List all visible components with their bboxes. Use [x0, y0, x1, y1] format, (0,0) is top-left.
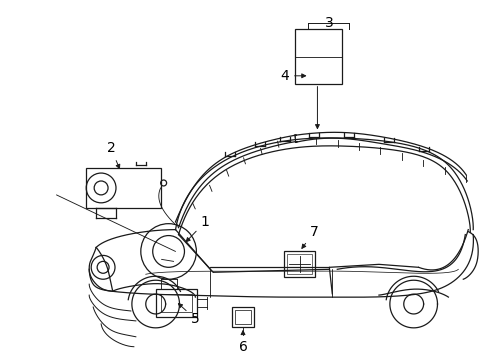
- Text: 5: 5: [178, 303, 200, 326]
- Bar: [161, 294, 192, 312]
- Text: 3: 3: [325, 16, 333, 30]
- Text: 2: 2: [106, 141, 120, 168]
- Bar: [286, 255, 312, 274]
- Bar: [232, 307, 253, 327]
- Bar: [235, 310, 250, 324]
- Text: 4: 4: [280, 69, 305, 83]
- Text: 7: 7: [301, 225, 318, 248]
- Bar: [155, 289, 197, 317]
- Bar: [294, 29, 342, 84]
- Text: 1: 1: [186, 215, 209, 242]
- Bar: [86, 168, 161, 208]
- Text: 6: 6: [238, 331, 247, 354]
- Bar: [283, 251, 315, 277]
